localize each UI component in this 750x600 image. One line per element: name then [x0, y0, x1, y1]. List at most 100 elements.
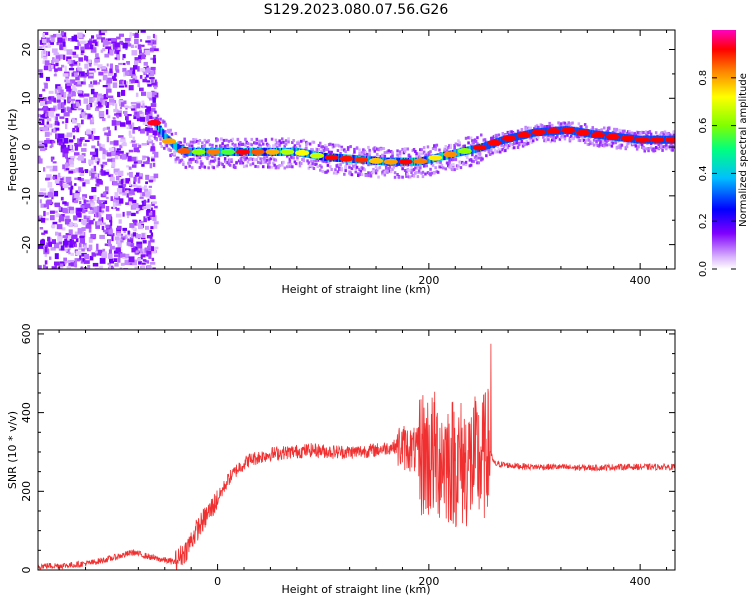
spectral-cell: [94, 250, 98, 254]
spectral-cell: [47, 236, 51, 242]
spectral-cell: [141, 54, 146, 60]
spectral-cell: [616, 130, 620, 134]
spectral-cell: [412, 148, 416, 151]
spectral-cell: [471, 139, 474, 143]
spectral-cell: [150, 103, 157, 108]
spectral-cell: [284, 139, 288, 143]
spectral-cell: [70, 252, 75, 256]
spectral-cell: [597, 129, 601, 132]
spectral-cell: [164, 124, 167, 128]
spectral-cell: [477, 156, 480, 160]
spectral-cell: [325, 170, 328, 174]
spectral-cell: [128, 122, 131, 127]
spectral-cell: [114, 42, 120, 48]
spectral-cell: [463, 162, 466, 166]
spectral-cell: [38, 265, 42, 269]
spectral-cell: [388, 165, 392, 169]
spectral-cell: [506, 130, 510, 134]
spectral-cell: [109, 174, 114, 180]
spectral-cell: [403, 149, 407, 153]
spectral-cell: [102, 148, 106, 155]
spectral-cell: [294, 162, 298, 166]
spectral-cell: [147, 124, 152, 128]
spectral-cell: [102, 161, 108, 165]
spectral-cell: [553, 139, 556, 143]
spectral-cell: [114, 155, 119, 160]
spectral-cell: [56, 42, 59, 46]
spectral-cell: [525, 139, 529, 143]
spectral-cell: [98, 143, 102, 147]
spectral-cell: [662, 145, 665, 149]
colorbar: 0.00.20.40.60.8 Normalized spectral ampl…: [698, 30, 749, 277]
spectral-cell: [177, 141, 180, 145]
spectral-cell: [644, 130, 648, 134]
spectral-cell: [661, 148, 664, 152]
spectral-cell: [60, 89, 64, 95]
spectral-cell: [114, 262, 119, 267]
spectral-ridge-peak: [280, 148, 295, 155]
spectral-cell: [91, 156, 94, 160]
spectral-cell: [94, 173, 99, 177]
spectral-cell: [106, 136, 109, 143]
spectral-cell: [76, 197, 81, 201]
spectral-cell: [610, 144, 614, 148]
spectral-cell: [525, 142, 529, 146]
spectral-cell: [153, 133, 156, 139]
spectral-cell: [84, 63, 89, 69]
spectral-cell: [142, 78, 148, 83]
spectral-cell: [215, 144, 218, 148]
spectral-cell: [99, 206, 102, 212]
spectral-cell: [227, 162, 231, 166]
spectral-cell: [120, 253, 126, 258]
spectral-cell: [109, 63, 113, 69]
spectral-cell: [515, 141, 518, 145]
spectral-cell: [476, 136, 479, 140]
spectral-cell: [116, 148, 121, 151]
spectral-cell: [63, 112, 70, 117]
spectral-cell: [44, 83, 48, 89]
spectral-cell: [358, 168, 361, 172]
spectral-cell: [421, 175, 425, 179]
spectral-cell: [477, 161, 480, 165]
spectral-cell: [604, 138, 607, 142]
spectral-cell: [96, 36, 102, 40]
spectral-cell: [340, 145, 343, 149]
spectral-cell: [668, 146, 672, 150]
spectral-cell: [383, 173, 387, 177]
spectral-cell: [77, 138, 80, 144]
spectral-cell: [91, 135, 95, 141]
spectral-cell: [70, 185, 74, 190]
spectral-cell: [249, 157, 252, 161]
spectral-cell: [520, 128, 524, 131]
spectral-cell: [660, 143, 663, 146]
spectral-cell: [122, 57, 125, 61]
y-tick-label: 600: [20, 323, 33, 344]
spectral-cell: [83, 76, 86, 82]
spectral-cell: [83, 245, 87, 250]
spectral-cell: [161, 120, 165, 124]
spectral-cell: [268, 158, 271, 162]
spectral-cell: [131, 108, 136, 111]
spectral-cell: [63, 147, 69, 154]
spectral-cell: [667, 145, 671, 149]
spectral-cell: [113, 250, 120, 254]
spectral-cell: [101, 253, 107, 259]
spectral-ridge-peak: [383, 158, 398, 165]
spectral-cell: [545, 135, 549, 139]
spectral-cell: [146, 35, 151, 40]
spectral-cell: [178, 158, 181, 162]
spectral-cell: [119, 267, 123, 269]
spectral-cell: [133, 176, 137, 182]
spectral-cell: [109, 49, 114, 56]
spectral-cell: [112, 78, 117, 81]
spectral-cell: [88, 97, 94, 103]
spectral-cell: [654, 131, 658, 135]
spectral-cell: [647, 131, 650, 134]
spectral-cell: [41, 217, 46, 223]
spectral-cell: [639, 132, 643, 135]
spectral-cell: [248, 157, 251, 161]
spectral-cell: [364, 150, 368, 154]
spectral-cell: [131, 247, 136, 253]
spectral-cell: [146, 131, 149, 136]
spectral-cell: [319, 164, 322, 168]
